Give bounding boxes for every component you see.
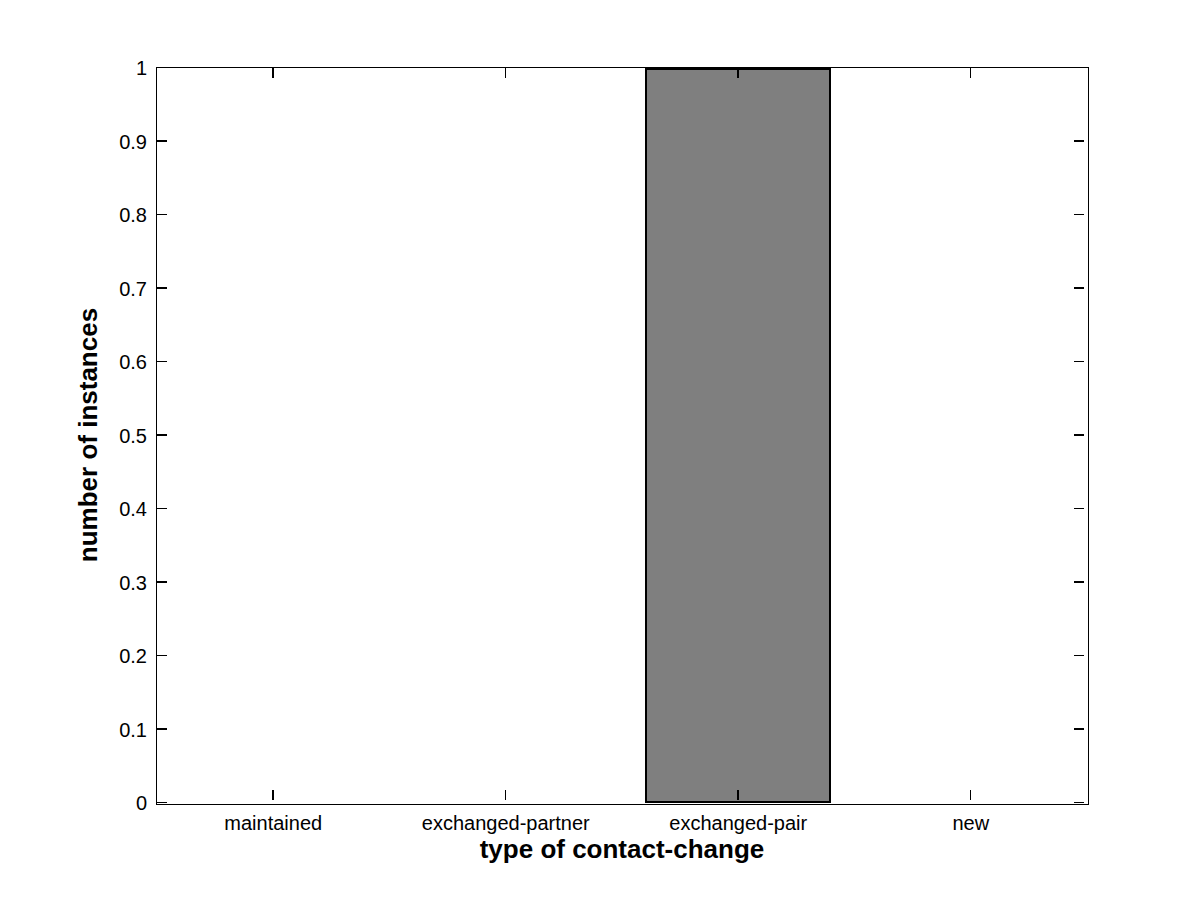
axis-tick xyxy=(505,790,507,800)
axis-tick xyxy=(970,790,972,800)
axis-tick xyxy=(157,287,167,289)
axis-tick xyxy=(157,140,167,142)
figure: number of instances type of contact-chan… xyxy=(0,0,1201,901)
axis-tick xyxy=(1074,67,1084,69)
axis-tick xyxy=(1074,728,1084,730)
x-tick-label: new xyxy=(841,811,1101,835)
y-tick-label: 0.9 xyxy=(67,130,147,154)
axis-tick xyxy=(157,361,167,363)
axis-tick xyxy=(970,68,972,78)
axis-tick xyxy=(157,508,167,510)
axis-tick xyxy=(1074,361,1084,363)
axis-tick xyxy=(157,728,167,730)
axis-tick xyxy=(157,802,167,804)
y-tick-label: 0 xyxy=(67,791,147,815)
y-tick-label: 0.3 xyxy=(67,571,147,595)
axis-tick xyxy=(1074,802,1084,804)
axis-tick xyxy=(505,68,507,78)
axis-tick xyxy=(272,790,274,800)
x-tick-label: maintained xyxy=(143,811,403,835)
y-tick-label: 0.5 xyxy=(67,424,147,448)
axis-tick xyxy=(157,581,167,583)
axis-tick xyxy=(1074,434,1084,436)
axis-tick xyxy=(1074,581,1084,583)
y-tick-label: 0.2 xyxy=(67,644,147,668)
axis-tick xyxy=(1074,655,1084,657)
y-tick-label: 0.7 xyxy=(67,277,147,301)
y-tick-label: 1 xyxy=(67,56,147,80)
plot-area xyxy=(156,67,1089,805)
axis-tick xyxy=(1074,214,1084,216)
axis-tick xyxy=(272,68,274,78)
axis-tick xyxy=(157,214,167,216)
axis-tick xyxy=(157,434,167,436)
axis-tick xyxy=(157,67,167,69)
x-tick-label: exchanged-partner xyxy=(376,811,636,835)
axis-tick xyxy=(737,68,739,78)
y-tick-label: 0.8 xyxy=(67,203,147,227)
axis-tick xyxy=(1074,140,1084,142)
y-tick-label: 0.1 xyxy=(67,718,147,742)
axis-tick xyxy=(1074,508,1084,510)
bar-exchanged-pair xyxy=(645,68,831,803)
axis-tick xyxy=(1074,287,1084,289)
axis-tick xyxy=(157,655,167,657)
y-tick-label: 0.6 xyxy=(67,350,147,374)
x-axis-label: type of contact-change xyxy=(322,834,922,865)
x-tick-label: exchanged-pair xyxy=(608,811,868,835)
y-tick-label: 0.4 xyxy=(67,497,147,521)
axis-tick xyxy=(737,790,739,800)
